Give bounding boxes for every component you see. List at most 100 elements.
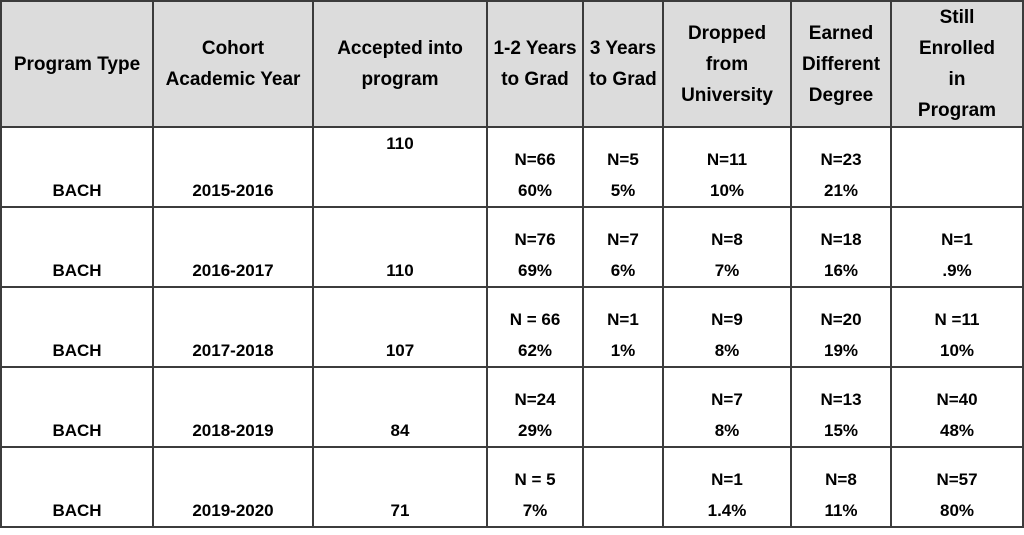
header-text: from (705, 53, 749, 75)
count-text: N=7 (711, 390, 743, 409)
cohort-year-cell: 2018-2019 (152, 366, 314, 448)
dropped-cell: N=9 8% (662, 286, 792, 368)
header-accepted: Accepted into program (312, 0, 488, 128)
count-text: N=11 (706, 150, 748, 169)
count-text: N=1 (607, 310, 639, 329)
header-text: Earned (808, 22, 874, 44)
count-text: N=57 (936, 470, 978, 489)
count-text: N=8 (825, 470, 857, 489)
table-row: BACH 2015-2016 110 N=66 60% N=5 5% N=11 … (0, 126, 1024, 208)
dropped-cell: N=11 10% (662, 126, 792, 208)
percent-text: 10% (939, 341, 975, 360)
grad-1-2-years-cell: N = 5 7% (486, 446, 584, 528)
count-text: N=23 (820, 150, 862, 169)
count-text: N = 66 (509, 310, 561, 329)
header-cohort-year: Cohort Academic Year (152, 0, 314, 128)
grad-1-2-years-cell: N=24 29% (486, 366, 584, 448)
header-dropped: Dropped from University (662, 0, 792, 128)
header-program-type: Program Type (0, 0, 154, 128)
earned-different-degree-cell: N=20 19% (790, 286, 892, 368)
earned-different-degree-cell: N=23 21% (790, 126, 892, 208)
percent-text: 10% (709, 181, 745, 200)
percent-text: .9% (942, 261, 972, 280)
header-text: Academic Year (165, 69, 301, 90)
header-text: in (948, 69, 966, 90)
cohort-year-cell: 2015-2016 (152, 126, 314, 208)
percent-text: 1.4% (707, 501, 747, 520)
header-text: Different (801, 53, 881, 75)
grad-3-years-cell (582, 366, 664, 448)
percent-text: 1% (610, 341, 636, 360)
header-text: Dropped (687, 22, 767, 44)
count-text: N=7 (607, 230, 639, 249)
count-text: N=40 (936, 390, 978, 409)
header-text: 1-2 Years (493, 38, 577, 59)
count-text: N=9 (711, 310, 743, 329)
header-text: 3 Years (589, 38, 657, 59)
count-text: N=5 (607, 150, 639, 169)
earned-different-degree-cell: N=13 15% (790, 366, 892, 448)
percent-text: 62% (517, 341, 553, 360)
header-text: Cohort (201, 38, 265, 59)
table-row: BACH 2017-2018 107 N = 66 62% N=1 1% N=9… (0, 286, 1024, 368)
grad-1-2-years-cell: N=76 69% (486, 206, 584, 288)
header-text: Program Type (13, 53, 141, 75)
count-text: N=1 (941, 230, 973, 249)
count-text: N=13 (820, 390, 862, 409)
grad-3-years-cell: N=7 6% (582, 206, 664, 288)
percent-text: 21% (823, 181, 859, 200)
accepted-cell: 110 (312, 126, 488, 208)
earned-different-degree-cell: N=18 16% (790, 206, 892, 288)
percent-text: 15% (823, 421, 859, 440)
table-row: BACH 2018-2019 84 N=24 29% N=7 8% N=13 1… (0, 366, 1024, 448)
still-enrolled-cell: N =11 10% (890, 286, 1024, 368)
still-enrolled-cell: N=1 .9% (890, 206, 1024, 288)
percent-text: 69% (517, 261, 553, 280)
accepted-cell: 107 (312, 286, 488, 368)
grad-1-2-years-cell: N = 66 62% (486, 286, 584, 368)
percent-text: 6% (610, 261, 636, 280)
cohort-year-cell: 2017-2018 (152, 286, 314, 368)
cohort-year-cell: 2019-2020 (152, 446, 314, 528)
table-row: BACH 2019-2020 71 N = 5 7% N=1 1.4% N=8 … (0, 446, 1024, 528)
count-text: N=24 (514, 390, 556, 409)
program-type-cell: BACH (0, 446, 154, 528)
percent-text: 16% (823, 261, 859, 280)
header-text: Enrolled (918, 38, 995, 59)
header-grad-1-2-years: 1-2 Years to Grad (486, 0, 584, 128)
header-text: University (681, 84, 773, 106)
percent-text: 11% (824, 501, 858, 520)
count-text: N=20 (820, 310, 862, 329)
percent-text: 80% (939, 501, 975, 520)
count-text: N=76 (514, 230, 556, 249)
program-type-cell: BACH (0, 206, 154, 288)
dropped-cell: N=7 8% (662, 366, 792, 448)
percent-text: 8% (714, 341, 740, 360)
table-row: BACH 2016-2017 110 N=76 69% N=7 6% N=8 7… (0, 206, 1024, 288)
percent-text: 19% (823, 341, 859, 360)
percent-text: 8% (714, 421, 740, 440)
program-type-cell: BACH (0, 366, 154, 448)
percent-text: 5% (610, 181, 636, 200)
dropped-cell: N=1 1.4% (662, 446, 792, 528)
grad-1-2-years-cell: N=66 60% (486, 126, 584, 208)
still-enrolled-cell (890, 126, 1024, 208)
percent-text: 29% (517, 421, 553, 440)
count-text: N=18 (820, 230, 862, 249)
header-text: Degree (808, 84, 874, 106)
percent-text: 7% (714, 261, 740, 280)
header-text: Accepted into (337, 38, 463, 59)
accepted-cell: 110 (312, 206, 488, 288)
dropped-cell: N=8 7% (662, 206, 792, 288)
percent-text: 7% (522, 501, 548, 520)
header-earned-different-degree: Earned Different Degree (790, 0, 892, 128)
still-enrolled-cell: N=57 80% (890, 446, 1024, 528)
percent-text: 48% (939, 421, 975, 440)
program-type-cell: BACH (0, 286, 154, 368)
count-text: N =11 (934, 310, 980, 329)
accepted-cell: 71 (312, 446, 488, 528)
grad-3-years-cell: N=5 5% (582, 126, 664, 208)
count-text: N = 5 (514, 470, 556, 489)
cohort-year-cell: 2016-2017 (152, 206, 314, 288)
